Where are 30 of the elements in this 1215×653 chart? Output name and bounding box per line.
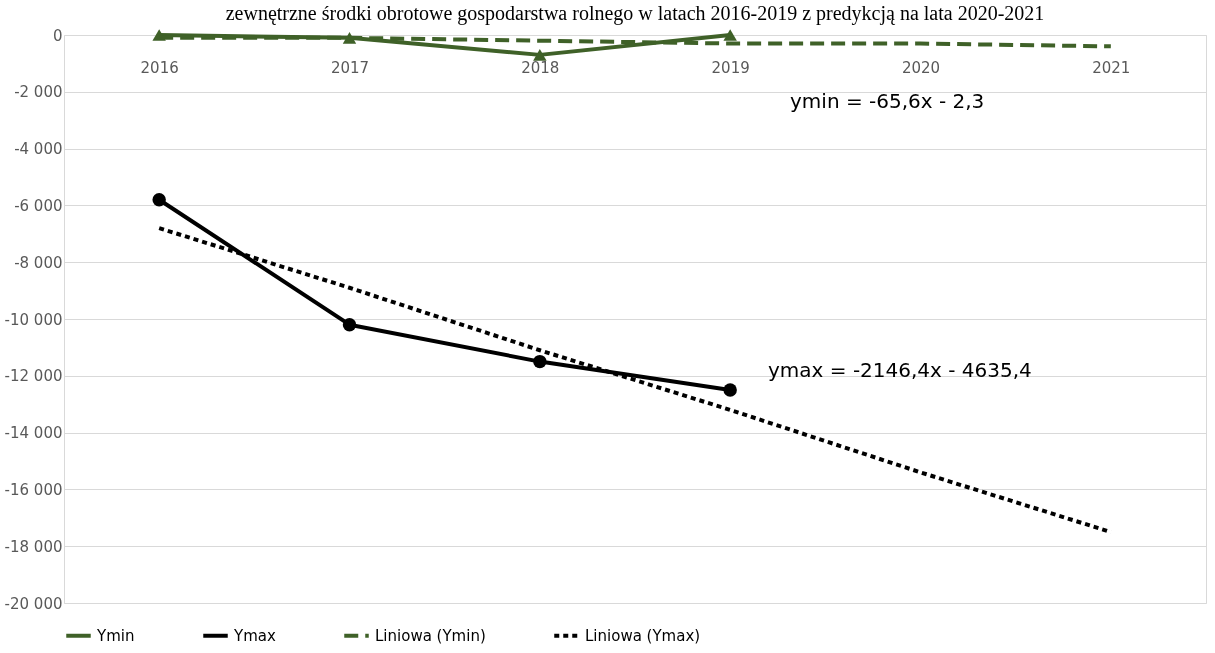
legend-label: Ymax bbox=[233, 626, 276, 645]
x-tick-label: 2017 bbox=[330, 58, 370, 77]
annotation: ymax = -2146,4x - 4635,4 bbox=[768, 358, 1032, 382]
point bbox=[533, 49, 547, 61]
y-tick-label: -4 000 bbox=[14, 140, 63, 159]
x-tick-label: 2018 bbox=[521, 58, 560, 77]
legend-label: Liniowa (Ymax) bbox=[585, 626, 701, 645]
y-tick-label: -12 000 bbox=[4, 367, 63, 386]
x-tick-label: 2016 bbox=[140, 58, 179, 77]
point bbox=[533, 354, 547, 369]
legend-label: Liniowa (Ymin) bbox=[375, 626, 486, 645]
y-tick-label: -6 000 bbox=[14, 196, 63, 215]
y-tick-label: -2 000 bbox=[14, 83, 63, 102]
y-tick-label: -20 000 bbox=[4, 594, 63, 613]
point bbox=[723, 383, 737, 397]
y-tick-label: -18 000 bbox=[4, 537, 63, 556]
x-tick-label: 2019 bbox=[711, 58, 750, 77]
x-tick-label: 2020 bbox=[901, 58, 941, 77]
point bbox=[152, 193, 166, 207]
annotation: ymin = -65,6x - 2,3 bbox=[790, 89, 985, 114]
point bbox=[723, 29, 737, 41]
legend-label: Ymin bbox=[96, 626, 135, 645]
y-tick-label: -16 000 bbox=[4, 480, 63, 499]
x-tick-label: 2021 bbox=[1092, 58, 1131, 77]
chart-title: zewnętrzne środki obrotowe gospodarstwa rolnego w latach 2016-2019 z predykcją na lata 2020-2021 bbox=[225, 2, 1045, 25]
y-tick-label: -14 000 bbox=[4, 424, 63, 443]
point bbox=[342, 317, 357, 332]
y-tick-label: 0 bbox=[52, 26, 63, 45]
y-tick-label: -10 000 bbox=[4, 310, 63, 329]
y-tick-label: -8 000 bbox=[14, 253, 63, 272]
